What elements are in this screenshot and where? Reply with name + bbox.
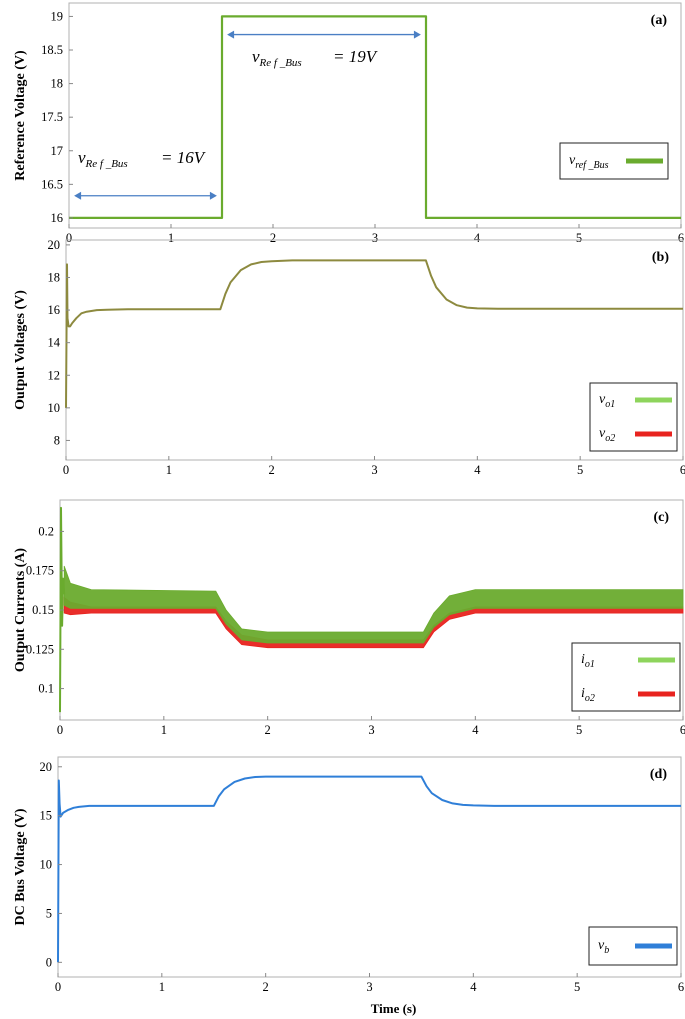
x-tick-label: 0 [66,231,72,245]
y-axis-label: Output Voltages (V) [13,290,28,410]
x-tick-label: 6 [678,231,684,245]
y-tick-label: 10 [48,401,61,415]
legend-label: vref _Bus [569,153,609,171]
x-tick-label: 4 [472,723,479,737]
panel-label: (d) [650,767,667,782]
x-tick-label: 0 [63,463,69,477]
x-tick-label: 5 [574,980,580,994]
x-tick-label: 4 [470,980,477,994]
y-tick-label: 8 [54,433,60,447]
y-tick-label: 16 [51,211,64,225]
annotation-0: vRe f _Bus = 16V [74,148,217,200]
y-tick-label: 12 [48,368,61,382]
annotation-arrowhead-left [227,30,235,39]
y-tick-label: 5 [46,906,52,920]
x-tick-label: 5 [576,231,582,245]
y-tick-label: 10 [40,858,53,872]
panel-d: 0 1 2 3 4 5 6 0 5 10 15 20 DC Bus Voltage (V) (d) Time… [13,756,684,1016]
plot-frame [68,2,682,229]
x-tick-label: 3 [368,723,374,737]
legend-box [589,382,678,452]
y-tick-label: 20 [48,238,61,252]
x-tick-label: 3 [372,231,378,245]
y-tick-label: 0.15 [32,603,54,617]
y-tick-label: 0 [46,955,52,969]
y-tick-label: 18 [48,270,61,284]
plot-frame [57,756,682,978]
y-axis-label: DC Bus Voltage (V) [13,808,28,925]
y-tick-label: 15 [40,809,53,823]
y-tick-label: 17.5 [41,110,63,124]
series-b-0 [65,259,683,408]
x-tick-label: 6 [680,463,685,477]
x-tick-label: 2 [263,980,269,994]
y-tick-label: 0.2 [38,524,54,538]
annotation-1: vRe f _Bus = 19V [227,30,421,69]
y-tick-label: 18.5 [41,43,63,57]
legend-label: io2 [581,686,595,704]
legend-label: vo2 [599,426,615,444]
x-tick-label: 1 [161,723,167,737]
x-tick-label: 0 [57,723,63,737]
y-tick-label: 0.175 [26,564,54,578]
x-tick-label: 3 [371,463,377,477]
x-tick-label: 3 [366,980,372,994]
x-axis-label: Time (s) [371,1001,417,1016]
y-axis-label: Reference Voltage (V) [13,50,28,181]
y-tick-label: 17 [51,144,64,158]
annotation-label: vRe f _Bus [252,47,302,69]
panel-c: 0 1 2 3 4 5 6 0.1 0.125 0.15 0.175 0.2 Output Curren… [13,499,685,737]
x-tick-label: 4 [474,231,481,245]
x-tick-label: 2 [270,231,276,245]
y-tick-label: 14 [48,336,61,350]
legend: io1 io2 [571,642,681,712]
panel-label: (a) [651,13,668,28]
legend: vb [588,926,678,966]
x-tick-label: 5 [577,463,583,477]
x-tick-label: 0 [55,980,61,994]
y-tick-label: 20 [40,760,53,774]
y-tick-label: 16.5 [41,177,63,191]
legend: vref _Bus [559,142,669,180]
x-tick-label: 2 [269,463,275,477]
annotation-arrowhead-right [413,30,421,39]
x-tick-label: 1 [168,231,174,245]
legend-label: io1 [581,652,595,670]
panel-label: (c) [653,510,669,525]
annotation-value: = 19V [333,47,379,66]
series-c-1 [63,565,684,644]
y-axis-label: Output Currents (A) [13,548,28,673]
legend-box [571,642,681,712]
x-tick-label: 1 [159,980,165,994]
annotation-arrowhead-left [74,191,82,200]
series-a-0 [69,15,681,219]
x-tick-label: 6 [678,980,684,994]
panel-label: (b) [652,250,669,265]
y-tick-label: 18 [51,77,64,91]
series-c-2 [59,506,66,713]
x-tick-label: 5 [576,723,582,737]
y-tick-label: 0.1 [38,682,54,696]
panel-a: 0 1 2 3 4 5 6 16 16.5 17 17.5 18 18.5 19 Reference Vol… [13,2,684,245]
x-tick-label: 6 [680,723,685,737]
legend: vo1 vo2 [589,382,678,452]
annotation-arrowhead-right [209,191,217,200]
y-tick-label: 0.125 [26,642,54,656]
series-d-0 [57,775,681,963]
x-tick-label: 2 [265,723,271,737]
y-tick-label: 16 [48,303,61,317]
legend-label: vo1 [599,392,615,410]
annotation-value: = 16V [161,148,207,167]
x-tick-label: 4 [474,463,481,477]
legend-label: vb [598,938,609,956]
y-tick-label: 19 [51,9,64,23]
annotation-label: vRe f _Bus [78,148,128,170]
x-tick-label: 1 [166,463,172,477]
